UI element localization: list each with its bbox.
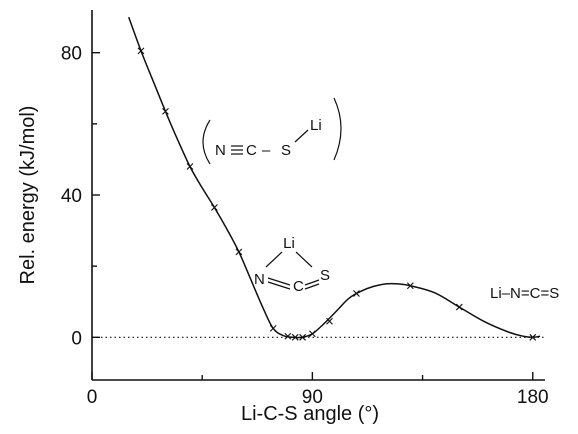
y-tick-label: 0: [71, 328, 82, 349]
s-li-bond: [294, 129, 309, 143]
bracketed-atom-s: S: [281, 142, 291, 159]
bracketed-atom-li: Li: [310, 117, 322, 134]
data-point-marker: [326, 317, 333, 325]
bracketed-atom-n: N: [215, 142, 226, 159]
structure-linear: Li–N=C=S: [490, 285, 559, 302]
data-point-marker: [269, 325, 277, 332]
li-n-bond: [265, 251, 283, 268]
data-point-marker: [137, 47, 145, 55]
data-markers: [137, 47, 537, 341]
y-tick-label: 40: [61, 186, 82, 207]
data-point-marker: [235, 248, 243, 256]
c-s-bond-2: [304, 283, 320, 290]
data-point-marker: [299, 333, 306, 341]
right-paren: [333, 97, 342, 161]
bridged-atom-c: C: [293, 278, 304, 295]
energy-curve: [127, 16, 541, 339]
data-point-marker: [353, 290, 360, 297]
bracketed-atom-c: C: [246, 142, 257, 159]
bridged-atom-n: N: [254, 271, 265, 288]
axes: [91, 10, 545, 381]
x-ticks: 0 90 180: [87, 372, 549, 408]
data-point-marker: [284, 332, 292, 340]
n-c-bond-1: [267, 277, 291, 286]
data-point-marker: [291, 333, 299, 341]
y-ticks: 0 40 80: [61, 44, 100, 349]
x-tick-label: 180: [517, 387, 549, 408]
n-c-bond-2: [267, 281, 291, 290]
data-point-marker: [162, 108, 169, 115]
bridged-atom-li: Li: [283, 235, 295, 252]
bridged-atom-s: S: [320, 267, 330, 284]
data-point-marker: [529, 333, 537, 341]
y-axis-title: Rel. energy (kJ/mol): [17, 106, 39, 285]
data-point-marker: [455, 303, 463, 311]
y-tick-label: 80: [61, 44, 82, 65]
data-point-marker: [211, 204, 218, 211]
x-tick-label: 0: [87, 387, 98, 408]
li-s-bond: [295, 251, 313, 268]
x-axis-title: Li-C-S angle (°): [241, 403, 379, 425]
data-point-marker: [308, 330, 316, 338]
data-point-marker: [186, 163, 194, 170]
structure-bridged: Li N C S: [254, 235, 330, 295]
x-tick-label: 90: [302, 387, 323, 408]
data-point-marker: [406, 282, 414, 290]
structure-bracketed: N C – S Li: [202, 97, 342, 165]
bracketed-bond-dash: –: [262, 142, 271, 159]
left-paren: [202, 119, 211, 165]
c-s-bond-1: [304, 279, 320, 286]
